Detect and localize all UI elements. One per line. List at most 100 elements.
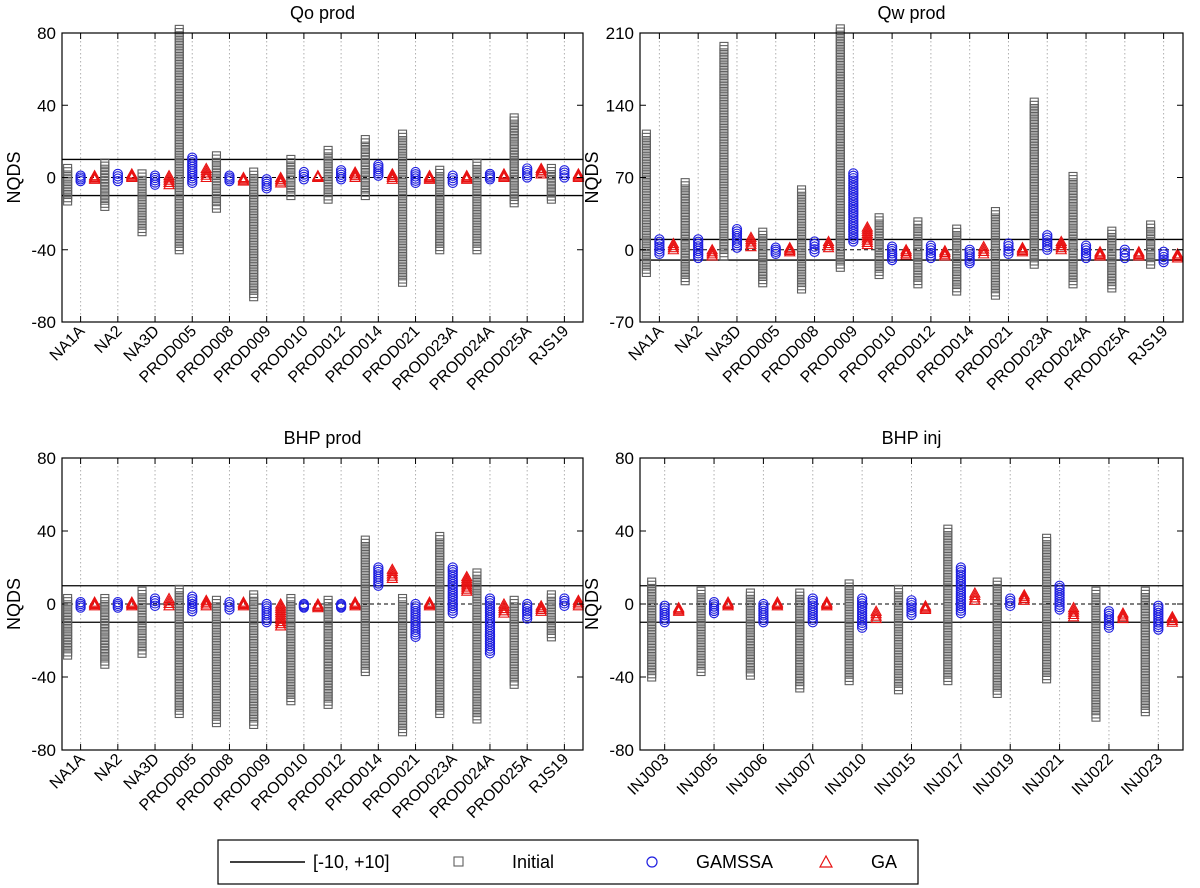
- gamssa-marker: [187, 603, 198, 615]
- initial-marker: [286, 191, 296, 201]
- gamssa-marker: [298, 174, 310, 185]
- ga-marker: [783, 244, 796, 255]
- gamssa-marker: [224, 597, 235, 608]
- initial-marks-na3d: [137, 586, 147, 658]
- gamssa-marker: [187, 606, 198, 617]
- gamssa-marker: [654, 246, 665, 257]
- gamssa-marker: [809, 236, 820, 247]
- ga-marker: [349, 599, 362, 611]
- ga-marker: [771, 598, 784, 610]
- ga-marker: [274, 615, 287, 627]
- initial-marks-prod024a: [472, 158, 482, 255]
- initial-marks-prod012: [323, 145, 333, 204]
- initial-marks-na2: [100, 593, 110, 669]
- ga-marker: [423, 596, 436, 607]
- y-axis-label: NQDS: [582, 151, 602, 203]
- ga-marker: [938, 248, 951, 259]
- gamssa-marker: [410, 631, 421, 642]
- gamssa-marks-prod023a: [1042, 230, 1053, 255]
- ga-marker: [1117, 612, 1129, 624]
- gamssa-marker: [75, 175, 86, 187]
- gamssa-marks-rjs19: [559, 165, 570, 183]
- y-tick-label: -40: [31, 668, 56, 687]
- gamssa-marker: [484, 640, 496, 652]
- initial-marks-prod008: [211, 151, 222, 213]
- ga-marker: [423, 171, 436, 183]
- ga-marker: [722, 597, 734, 608]
- x-tick-label-inj015: INJ015: [871, 751, 919, 799]
- ga-marker: [1171, 250, 1184, 262]
- initial-marks-prod025a: [509, 113, 519, 208]
- gamssa-marks-prod024a: [484, 168, 496, 185]
- initial-marks-inj017: [943, 524, 953, 686]
- gamssa-marks-prod008: [224, 170, 235, 187]
- gamssa-marks-prod021: [410, 166, 421, 189]
- initial-marks-rjs19: [546, 163, 556, 204]
- initial-marker: [546, 194, 556, 204]
- x-tick-label-inj007: INJ007: [773, 751, 821, 799]
- gamssa-marker: [731, 240, 743, 251]
- ga-marker: [423, 598, 436, 610]
- gamssa-marker: [925, 245, 937, 256]
- ga-marker: [125, 598, 138, 610]
- gamssa-marker: [559, 593, 570, 604]
- x-tick-label-inj023: INJ023: [1118, 751, 1166, 799]
- ga-marks-prod009: [274, 171, 287, 188]
- ga-marker: [861, 236, 874, 247]
- initial-marker: [472, 245, 482, 255]
- gamssa-marks-prod021: [410, 598, 421, 642]
- gamssa-marker: [261, 617, 272, 628]
- gamssa-marks-na2: [693, 234, 704, 264]
- gamssa-marker: [1003, 240, 1014, 252]
- gamssa-marker: [848, 236, 859, 247]
- gamssa-marker: [693, 250, 704, 261]
- ga-marker: [349, 596, 362, 607]
- gamssa-marker: [693, 245, 704, 257]
- ga-marks-na2: [125, 596, 138, 611]
- gamssa-marks-inj021: [1054, 580, 1065, 615]
- gamssa-marker: [809, 241, 820, 252]
- ga-marker: [1132, 247, 1145, 258]
- ga-marker: [423, 597, 436, 608]
- ga-marks-na2: [125, 167, 138, 183]
- ga-marker: [498, 170, 510, 181]
- ga-marker: [125, 167, 138, 179]
- gamssa-marker: [1080, 240, 1092, 251]
- gamssa-marker: [693, 248, 704, 259]
- initial-marker: [647, 672, 657, 682]
- y-tick-label: 40: [37, 96, 56, 115]
- ga-marks-prod023a: [460, 169, 473, 184]
- initial-marks-na3d: [719, 41, 729, 261]
- gamssa-marker: [925, 247, 937, 259]
- ga-marks-inj019: [1018, 588, 1031, 605]
- gamssa-marker: [410, 629, 421, 640]
- initial-marks-prod005: [174, 584, 184, 719]
- initial-marks-inj019: [992, 577, 1002, 698]
- ga-marker: [386, 167, 399, 179]
- ga-marker: [667, 237, 680, 249]
- gamssa-marks-prod014: [373, 562, 384, 591]
- initial-marker: [509, 198, 519, 208]
- ga-marker: [349, 169, 362, 181]
- ga-marker: [311, 599, 324, 610]
- legend-box: [217, 839, 919, 885]
- gamssa-marker: [149, 598, 161, 609]
- x-tick-label-rjs19: RJS19: [526, 751, 572, 797]
- ga-marker: [706, 249, 719, 261]
- gamssa-marker: [758, 617, 769, 628]
- gamssa-marker: [856, 620, 868, 631]
- ga-marker: [1171, 251, 1184, 263]
- gamssa-marker: [654, 248, 665, 260]
- ga-marks-prod014: [386, 563, 399, 584]
- ga-marks-prod014: [977, 240, 990, 259]
- gamssa-marks-na1a: [654, 234, 665, 260]
- gamssa-marks-prod005: [187, 591, 198, 617]
- initial-marker: [472, 714, 482, 724]
- initial-marks-inj015: [893, 584, 904, 695]
- ga-marks-prod005: [200, 594, 213, 611]
- ga-marker: [200, 164, 213, 176]
- initial-marks-prod012: [913, 217, 923, 289]
